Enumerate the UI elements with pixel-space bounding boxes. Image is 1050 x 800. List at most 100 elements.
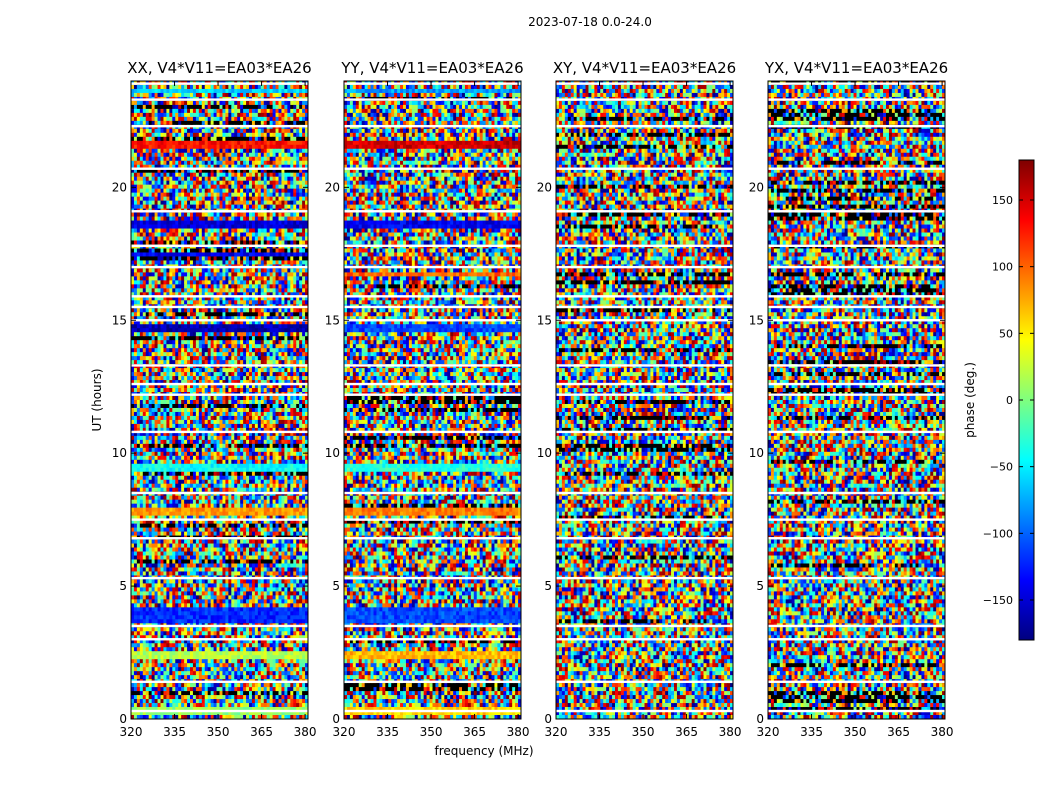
- flagged-row: [556, 98, 733, 101]
- x-tick-label: 350: [844, 725, 867, 739]
- flagged-row: [768, 709, 945, 713]
- panel-1: XX, V4*V11=EA03*EA26 320 335 350 365 380 0 5 10 1…: [112, 59, 317, 739]
- flagged-row: [556, 576, 733, 580]
- heatmap-cells: [344, 81, 521, 719]
- flagged-row: [768, 680, 945, 683]
- x-tick-label: 380: [719, 725, 742, 739]
- flagged-row: [768, 319, 945, 322]
- flagged-row: [768, 364, 945, 367]
- y-tick-label: 5: [119, 579, 127, 593]
- colorbar-tick-label: 100: [992, 261, 1013, 274]
- y-tick-label: 10: [537, 446, 552, 460]
- flagged-row: [556, 491, 733, 495]
- flagged-row: [131, 167, 308, 170]
- y-tick-label: 5: [332, 579, 340, 593]
- flagged-row: [344, 518, 521, 521]
- flagged-row: [131, 624, 308, 628]
- flagged-row: [131, 382, 308, 386]
- flagged-row: [344, 305, 521, 309]
- colorbar-tick-label: −50: [990, 461, 1013, 474]
- y-tick-label: 0: [119, 712, 127, 726]
- flagged-row: [768, 624, 945, 628]
- flagged-row: [768, 305, 945, 309]
- flagged-row: [344, 382, 521, 386]
- flagged-row: [131, 210, 308, 213]
- flagged-row: [556, 210, 733, 213]
- flagged-row: [131, 244, 308, 248]
- flagged-row: [556, 244, 733, 248]
- flagged-row: [344, 393, 521, 396]
- flagged-row: [344, 98, 521, 101]
- flagged-row: [556, 537, 733, 540]
- flagged-row: [768, 518, 945, 521]
- flagged-row: [344, 624, 521, 628]
- flagged-row: [556, 265, 733, 269]
- flagged-row: [131, 393, 308, 396]
- flagged-row: [768, 638, 945, 641]
- panels: XX, V4*V11=EA03*EA26 320 335 350 365 380 0 5 10 1…: [112, 59, 954, 739]
- y-tick-label: 20: [325, 180, 340, 194]
- flagged-row: [131, 295, 308, 298]
- x-tick-label: 350: [207, 725, 230, 739]
- flagged-row: [344, 709, 521, 713]
- flagged-row: [344, 319, 521, 322]
- flagged-row: [344, 680, 521, 683]
- panel-title: XX, V4*V11=EA03*EA26: [127, 59, 311, 77]
- colorbar-tick-label: 0: [1006, 394, 1013, 407]
- colorbar-tick-label: 150: [992, 194, 1013, 207]
- y-tick-label: 15: [112, 313, 127, 327]
- x-tick-label: 320: [757, 725, 780, 739]
- flagged-row: [131, 305, 308, 309]
- flagged-row: [556, 82, 733, 85]
- flagged-row: [344, 265, 521, 269]
- colorbar-tick-label: −100: [983, 527, 1013, 540]
- y-tick-label: 20: [112, 180, 127, 194]
- panel-frame: [130, 80, 309, 720]
- flagged-row: [556, 364, 733, 367]
- flagged-row: [556, 518, 733, 521]
- x-tick-label: 380: [507, 725, 530, 739]
- y-tick-label: 10: [749, 446, 764, 460]
- heatmap-cells: [131, 81, 308, 719]
- flagged-row: [556, 393, 733, 396]
- y-tick-label: 0: [544, 712, 552, 726]
- y-tick-label: 10: [325, 446, 340, 460]
- colorbar-label: phase (deg.): [963, 362, 977, 438]
- x-axis-label: frequency (MHz): [434, 744, 533, 758]
- y-axis-label: UT (hours): [90, 368, 104, 431]
- y-tick-label: 20: [537, 180, 552, 194]
- flagged-row: [768, 244, 945, 248]
- flagged-row: [344, 576, 521, 580]
- x-tick-label: 320: [545, 725, 568, 739]
- y-tick-label: 15: [537, 313, 552, 327]
- panel-2: YY, V4*V11=EA03*EA26 320 335 350 365 380 0 5 10 1…: [325, 59, 530, 739]
- flagged-row: [344, 430, 521, 434]
- flagged-row: [344, 364, 521, 367]
- flagged-row: [556, 167, 733, 170]
- flagged-row: [344, 295, 521, 298]
- flagged-row: [768, 382, 945, 386]
- y-tick-label: 20: [749, 180, 764, 194]
- flagged-row: [131, 491, 308, 495]
- panel-3: XY, V4*V11=EA03*EA26 320 335 350 365 380 0 5 10 1…: [537, 59, 742, 739]
- x-tick-label: 365: [250, 725, 273, 739]
- x-tick-label: 335: [588, 725, 611, 739]
- panel-frame: [343, 80, 522, 720]
- flagged-row: [344, 124, 521, 128]
- flagged-row: [131, 680, 308, 683]
- x-tick-label: 365: [463, 725, 486, 739]
- flagged-row: [768, 210, 945, 213]
- x-tick-label: 365: [887, 725, 910, 739]
- y-tick-label: 0: [332, 712, 340, 726]
- flagged-row: [344, 167, 521, 170]
- x-tick-label: 335: [163, 725, 186, 739]
- heatmap-cells: [768, 81, 945, 719]
- y-tick-label: 15: [749, 313, 764, 327]
- flagged-row: [344, 491, 521, 495]
- flagged-row: [556, 430, 733, 434]
- x-tick-label: 320: [333, 725, 356, 739]
- flagged-row: [556, 680, 733, 683]
- flagged-row: [556, 295, 733, 298]
- flagged-row: [131, 319, 308, 322]
- flagged-row: [768, 82, 945, 85]
